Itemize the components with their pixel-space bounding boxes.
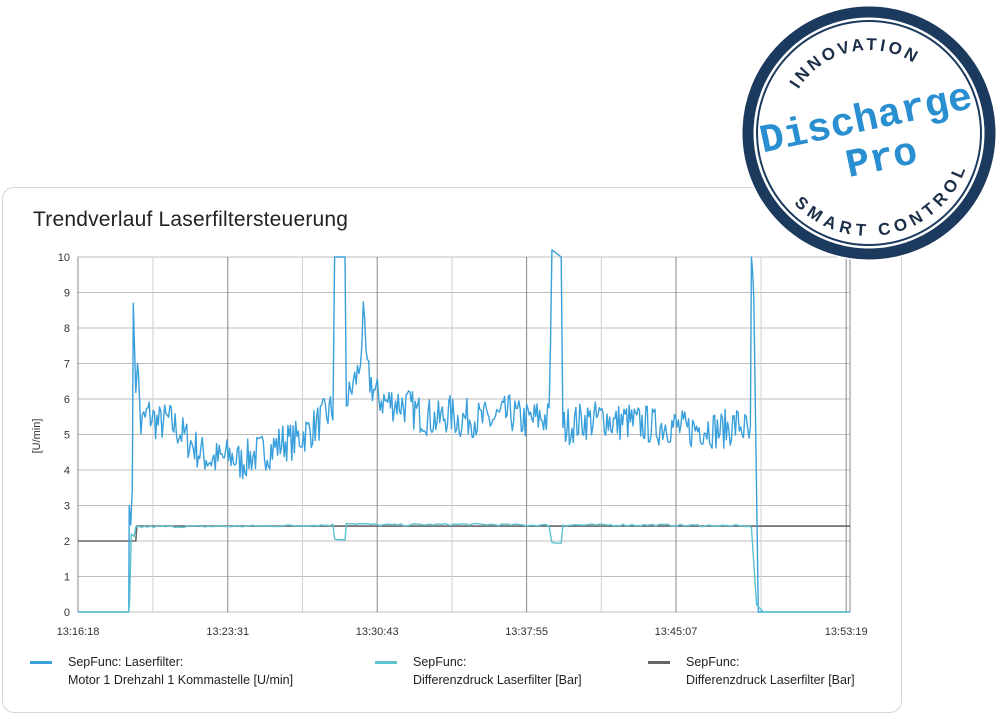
y-tick-label: 3 — [64, 501, 70, 513]
chart-series — [78, 249, 850, 613]
y-axis-ticks: 0 1 2 3 4 5 6 7 8 9 10 — [58, 252, 70, 619]
discharge-pro-badge: INNOVATION SMART CONTROL Discharge Pro — [741, 5, 997, 261]
legend-line2: Motor 1 Drehzahl 1 Kommastelle [U/min] — [68, 673, 294, 687]
y-tick-label: 9 — [64, 288, 70, 300]
series-line-0 — [78, 249, 850, 613]
x-tick-label: 13:53:19 — [825, 626, 868, 638]
legend-line1: SepFunc: — [686, 655, 740, 669]
series-line-1 — [78, 522, 850, 613]
x-tick-label: 13:45:07 — [655, 626, 698, 638]
chart-title: Trendverlauf Laserfiltersteuerung — [33, 208, 349, 231]
legend-line2: Differenzdruck Laserfilter [Bar] — [413, 673, 582, 687]
legend-line2: Differenzdruck Laserfilter [Bar] — [686, 673, 855, 687]
y-tick-label: 7 — [64, 359, 70, 371]
badge-inner-ring — [756, 20, 982, 246]
y-tick-label: 5 — [64, 430, 70, 442]
y-tick-label: 4 — [64, 465, 70, 477]
y-tick-label: 10 — [58, 252, 70, 264]
y-axis-label: [U/min] — [31, 419, 43, 454]
x-axis-ticks: 13:16:18 13:23:31 13:30:43 13:37:55 13:45:07… — [57, 626, 868, 638]
x-tick-label: 13:37:55 — [505, 626, 548, 638]
y-tick-label: 8 — [64, 323, 70, 335]
legend-swatch-2 — [648, 661, 670, 664]
legend-swatch-1 — [375, 661, 397, 664]
y-tick-label: 0 — [64, 607, 70, 619]
x-tick-label: 13:16:18 — [57, 626, 100, 638]
x-tick-label: 13:30:43 — [356, 626, 399, 638]
series-line-2 — [78, 525, 850, 542]
y-tick-label: 1 — [64, 572, 70, 584]
legend-swatch-0 — [30, 661, 52, 664]
legend-line1: SepFunc: — [413, 655, 467, 669]
x-tick-label: 13:23:31 — [206, 626, 249, 638]
legend-line1: SepFunc: Laserfilter: — [68, 655, 184, 669]
y-tick-label: 6 — [64, 394, 70, 406]
y-tick-label: 2 — [64, 536, 70, 548]
badge-ring — [742, 6, 996, 260]
chart-grid — [77, 256, 851, 613]
